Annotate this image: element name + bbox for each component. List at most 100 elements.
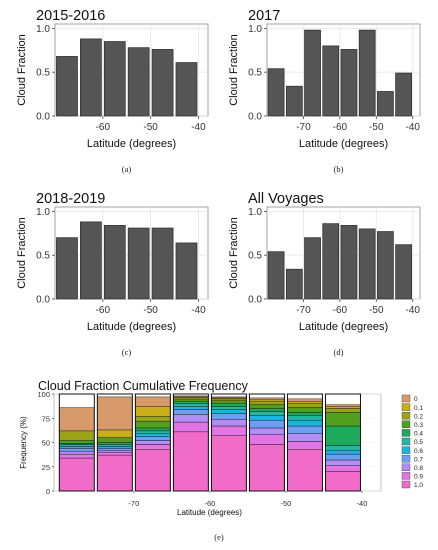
panel-5-legend-label: 0.5 [414,439,423,446]
panel-5-bar-segment [59,453,95,459]
panel-4-bar [267,251,285,300]
panel-5-bar-segment [325,471,361,492]
panel-5-bar-segment [325,412,361,427]
panel-5-legend-label: 0.1 [414,405,423,412]
panel-5-bar-segment [97,444,133,447]
panel-5-bar-segment [325,404,361,407]
panel-5-bar-segment [173,401,209,404]
panel-5-legend-swatch [401,429,411,437]
panel-5-bar-segment [135,440,171,445]
panel-5-bar-segment [249,411,285,416]
panel-4-ytick-label: 1.0 [248,207,262,218]
panel-5-bar-segment [173,421,209,433]
panel-2-xtick-label: -70 [296,122,311,133]
panel-5-bar-segment [97,396,133,431]
panel-5-bar-segment [287,449,323,492]
panel-4-bar [358,228,376,300]
panel-5-bar-segment [287,412,323,416]
panel-5-legend-swatch [401,437,411,446]
panel-5-bar-segment [173,414,209,423]
panel-1-caption: (a) [122,164,132,174]
panel-5-bar-segment [249,419,285,429]
panel-3-bar [175,242,198,300]
panel-2-bar [395,72,412,117]
panel-5-bar-segment [97,448,133,451]
panel-5-bar-segment [173,403,209,407]
panel-5-legend-label: 0.3 [414,422,423,429]
panel-4-caption: (d) [334,347,344,357]
panel-1-bar [175,62,198,117]
panel-5-xtick-label: -70 [128,499,139,508]
panel-5-bar-segment [211,396,247,399]
panel-3-ytick-label: 0.0 [36,295,50,306]
panel-1-bar [151,49,174,117]
panel-1-xtick-label: -50 [143,122,158,133]
panel-5-bar-segment [59,448,95,452]
panel-5-bar-segment [287,419,323,427]
panel-4-xtick-label: -60 [333,305,348,316]
panel-5-bar-segment [325,450,361,455]
panel-5-bar-segment [211,413,247,420]
panel-2-x-axis-label: Latitude (degrees) [299,138,388,150]
panel-1-x-axis-label: Latitude (degrees) [87,138,176,150]
panel-3-title: 2018-2019 [36,191,105,207]
panel-1-xtick-label: -40 [191,122,206,133]
panel-2-y-axis-label: Cloud Fraction [228,34,240,106]
panel-5-bar-segment [135,406,171,417]
panel-5-title: Cloud Fraction Cumulative Frequency [38,379,249,393]
panel-5-ytick-label: 50 [42,439,50,448]
panel-5-bar-segment [135,396,171,407]
panel-5-legend-label: 1.0 [414,482,423,489]
panel-5-bar-segment [287,425,323,434]
panel-5-legend-label: 0.6 [414,448,423,455]
panel-3-ytick-label: 0.5 [36,251,50,262]
panel-5-bar-outline [96,393,133,492]
panel-5-bar-segment [211,409,247,414]
panel-4-bar [340,225,358,300]
panel-2-xtick-label: -50 [369,122,384,133]
panel-3-bar [103,225,126,300]
panel-5-bar-segment [249,444,285,492]
panel-5-legend-label: 0.8 [414,465,423,472]
panel-5-xtick-label: -40 [357,499,368,508]
panel-3-bar [151,227,174,300]
panel-5-legend-swatch [401,455,411,463]
panel-5-bar-segment [287,407,323,413]
panel-1-ytick-label: 1.0 [36,24,50,35]
panel-1-ytick-label: 0.0 [36,112,50,123]
panel-1-xtick-label: -60 [96,122,111,133]
panel-5-bar-segment [135,436,171,441]
panel-5-bar-segment [211,418,247,427]
panel-5-legend-label: 0.9 [414,474,423,481]
panel-5-bar-segment [325,406,361,409]
panel-5-bar-segment [59,457,95,492]
panel-5-bar-segment [59,440,95,444]
panel-5-bar-segment [59,407,95,432]
panel-3-ytick-label: 1.0 [36,207,50,218]
panel-3-caption: (c) [122,347,132,357]
panel-4-ytick-label: 0.5 [248,251,262,262]
panel-2-bar [358,29,376,117]
panel-5-legend-swatch [401,463,411,471]
panel-5-bar-outline [210,393,247,492]
panel-5-bar-segment [135,433,171,437]
panel-5-bar-segment [97,442,133,445]
panel-5-bar-segment [173,431,209,492]
panel-1-bar [56,56,78,117]
panel-5-ytick-label: 0 [46,487,50,496]
panel-5-bar-segment [287,403,323,408]
panel-5-bar-segment [249,404,285,409]
panel-1-title: 2015-2016 [36,8,105,24]
panel-2-caption: (b) [334,164,344,174]
panel-5-bar-segment [211,435,247,492]
panel-5-bar-segment [287,433,323,442]
panel-3-bar [79,221,102,300]
panel-5-bar-segment [287,401,323,404]
panel-5-bar-segment [325,459,361,467]
panel-5-bar-segment [211,400,247,404]
panel-5-legend-label: 0.7 [414,456,423,463]
panel-4-bar [285,268,303,300]
panel-5-bar-outline [134,393,171,492]
panel-5-bar-segment [249,401,285,405]
